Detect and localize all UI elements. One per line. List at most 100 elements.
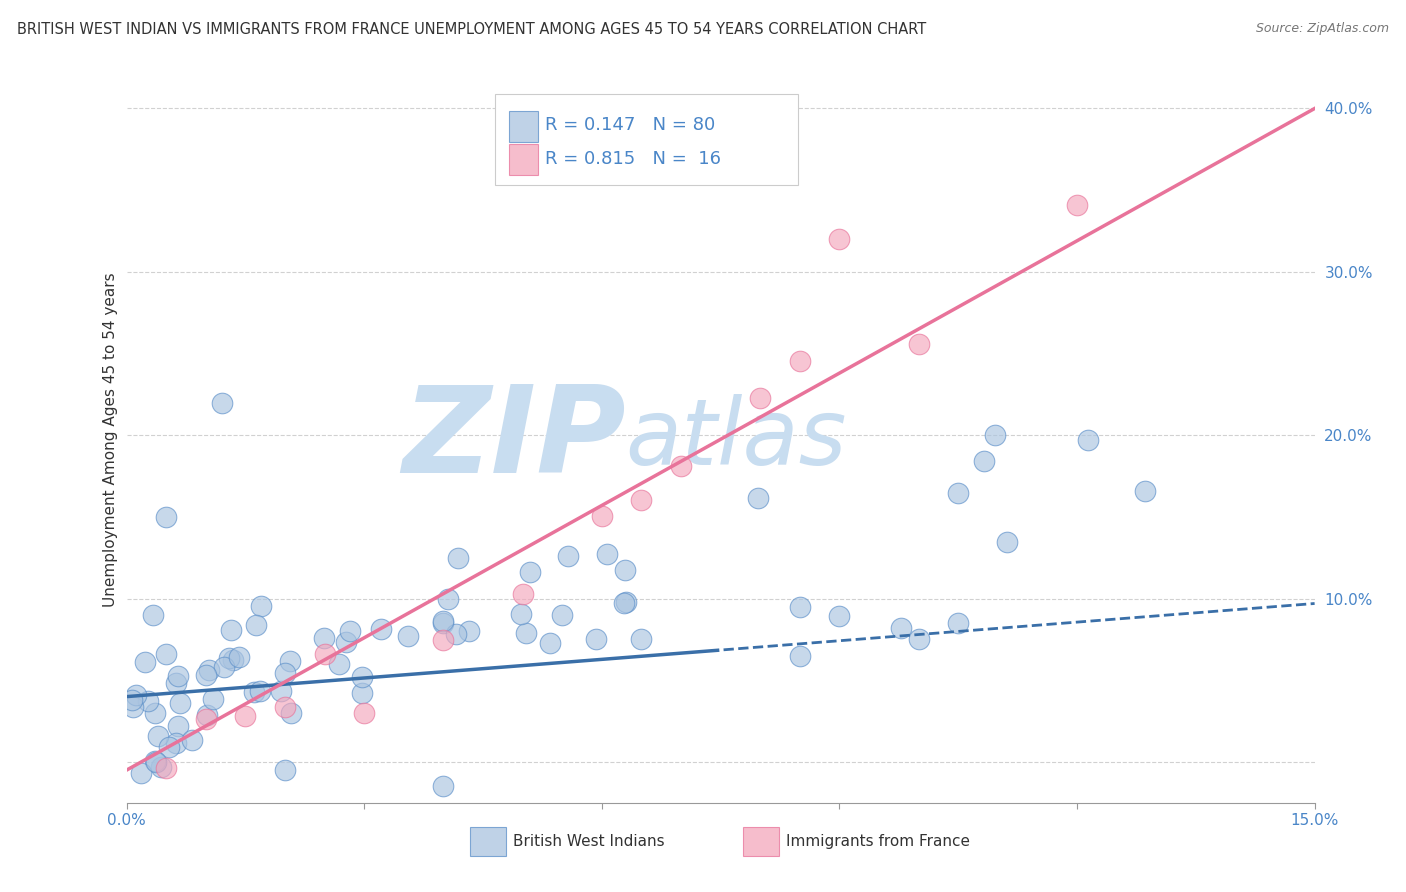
Point: [339, 624, 361, 638]
FancyBboxPatch shape: [509, 112, 537, 142]
Point: [194, 668, 217, 682]
Point: [519, 565, 541, 579]
Text: Immigrants from France: Immigrants from France: [786, 834, 970, 849]
Point: [457, 624, 479, 638]
FancyBboxPatch shape: [744, 827, 779, 855]
Point: [194, 712, 217, 726]
Point: [432, 616, 454, 631]
Point: [1133, 484, 1156, 499]
Point: [250, 599, 273, 613]
Point: [335, 635, 357, 649]
Point: [157, 740, 180, 755]
Point: [155, 509, 177, 524]
Point: [328, 657, 350, 671]
Point: [155, 761, 177, 775]
Point: [510, 607, 533, 622]
Point: [165, 675, 187, 690]
Text: Source: ZipAtlas.com: Source: ZipAtlas.com: [1256, 22, 1389, 36]
Point: [747, 491, 769, 505]
Point: [557, 549, 579, 564]
Y-axis label: Unemployment Among Ages 45 to 54 years: Unemployment Among Ages 45 to 54 years: [103, 272, 118, 607]
Text: R = 0.815   N =  16: R = 0.815 N = 16: [544, 151, 721, 169]
Point: [245, 618, 267, 632]
Point: [444, 627, 467, 641]
Point: [630, 632, 652, 647]
Point: [243, 685, 266, 699]
Point: [1077, 433, 1099, 447]
Point: [198, 663, 221, 677]
Point: [396, 629, 419, 643]
Point: [125, 688, 148, 702]
FancyBboxPatch shape: [509, 145, 537, 175]
Text: R = 0.147   N = 80: R = 0.147 N = 80: [544, 116, 716, 135]
Point: [211, 395, 233, 409]
Point: [134, 655, 156, 669]
Point: [789, 648, 811, 663]
Point: [789, 599, 811, 614]
Point: [219, 623, 242, 637]
Point: [228, 649, 250, 664]
Point: [432, 633, 454, 648]
Point: [352, 670, 374, 684]
Point: [447, 551, 470, 566]
Point: [149, 760, 172, 774]
Point: [221, 653, 243, 667]
Point: [515, 626, 537, 640]
Point: [973, 453, 995, 467]
Point: [274, 700, 297, 714]
Point: [233, 709, 257, 723]
Point: [249, 684, 271, 698]
Point: [613, 563, 636, 577]
Text: ZIP: ZIP: [402, 381, 626, 498]
Point: [167, 669, 190, 683]
Point: [169, 696, 191, 710]
FancyBboxPatch shape: [470, 827, 506, 855]
Point: [828, 608, 851, 623]
Point: [218, 651, 240, 665]
Point: [749, 391, 772, 405]
Point: [314, 631, 336, 645]
Point: [314, 648, 336, 662]
Point: [121, 693, 143, 707]
Text: atlas: atlas: [626, 394, 846, 484]
Point: [145, 706, 167, 720]
Point: [540, 636, 562, 650]
Point: [142, 607, 165, 622]
FancyBboxPatch shape: [495, 94, 797, 185]
Point: [946, 486, 969, 500]
Point: [596, 547, 619, 561]
Point: [789, 354, 811, 368]
Point: [136, 694, 159, 708]
Point: [613, 596, 636, 610]
Point: [165, 736, 187, 750]
Point: [270, 683, 292, 698]
Point: [432, 614, 454, 628]
Point: [352, 686, 374, 700]
Point: [984, 428, 1007, 442]
Point: [907, 632, 929, 647]
Point: [512, 587, 534, 601]
Point: [148, 730, 170, 744]
Point: [591, 509, 613, 524]
Point: [370, 622, 392, 636]
Text: British West Indians: British West Indians: [513, 834, 664, 849]
Point: [122, 700, 145, 714]
Point: [278, 654, 301, 668]
Point: [890, 621, 912, 635]
Point: [155, 647, 177, 661]
Point: [274, 763, 297, 777]
Point: [143, 754, 166, 768]
Point: [828, 232, 851, 246]
Point: [1066, 198, 1088, 212]
Point: [129, 766, 152, 780]
Point: [630, 493, 652, 508]
Text: BRITISH WEST INDIAN VS IMMIGRANTS FROM FRANCE UNEMPLOYMENT AMONG AGES 45 TO 54 Y: BRITISH WEST INDIAN VS IMMIGRANTS FROM F…: [17, 22, 927, 37]
Point: [180, 733, 202, 747]
Point: [551, 607, 574, 622]
Point: [432, 780, 454, 794]
Point: [195, 708, 218, 723]
Point: [614, 595, 637, 609]
Point: [995, 534, 1018, 549]
Point: [907, 337, 929, 351]
Point: [167, 719, 190, 733]
